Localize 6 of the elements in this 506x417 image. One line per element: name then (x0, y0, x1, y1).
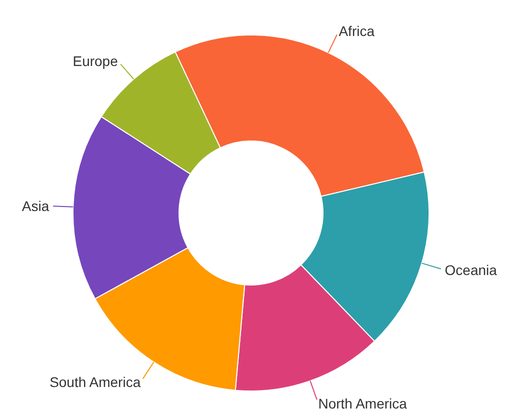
slice-label: Europe (72, 53, 118, 70)
slice-label: South America (50, 374, 141, 390)
slice-label: Africa (338, 23, 375, 40)
slice-label: Asia (22, 198, 50, 214)
slice-label: North America (318, 395, 408, 412)
slice-label: Oceania (444, 262, 498, 278)
